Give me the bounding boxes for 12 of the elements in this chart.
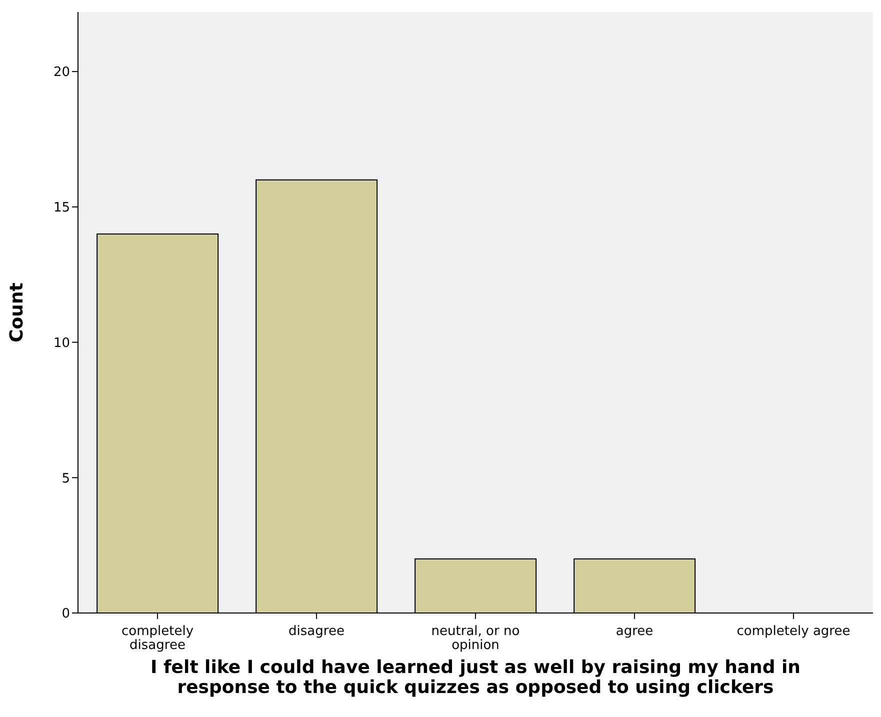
x-axis-title: I felt like I could have learned just as well by raising my hand in response to the quick quizzes as opposed to using clickers (150, 657, 800, 698)
y-tick-label: 10 (53, 336, 70, 351)
x-tick-label: completely agree (736, 624, 850, 639)
y-tick-label: 5 (62, 471, 70, 486)
y-tick-label: 15 (53, 200, 70, 216)
y-axis-title: Count (6, 282, 28, 342)
x-tick-label: completely disagree (121, 624, 194, 653)
x-tick-label: neutral, or no opinion (431, 624, 520, 653)
y-tick-label: 20 (53, 65, 70, 80)
x-tick-label: agree (616, 624, 654, 639)
x-tick-label: disagree (288, 624, 344, 639)
y-tick-label: 0 (62, 606, 70, 622)
